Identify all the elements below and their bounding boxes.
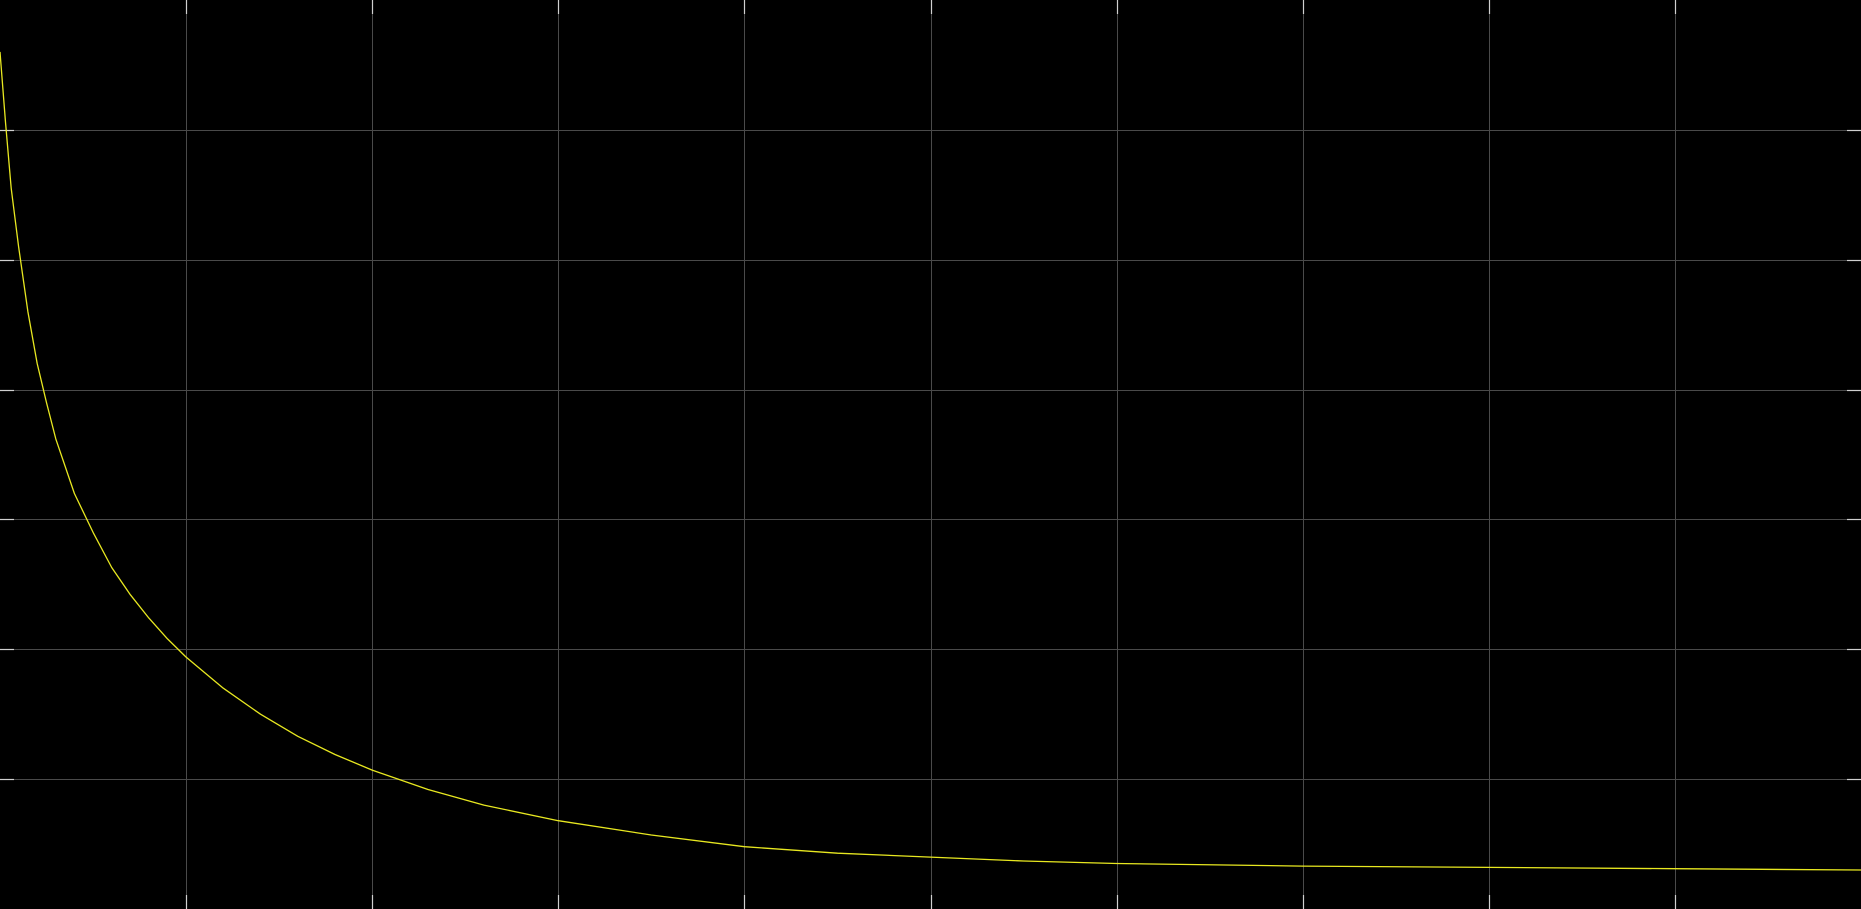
series-line [0, 51, 1861, 871]
series [0, 51, 1861, 871]
